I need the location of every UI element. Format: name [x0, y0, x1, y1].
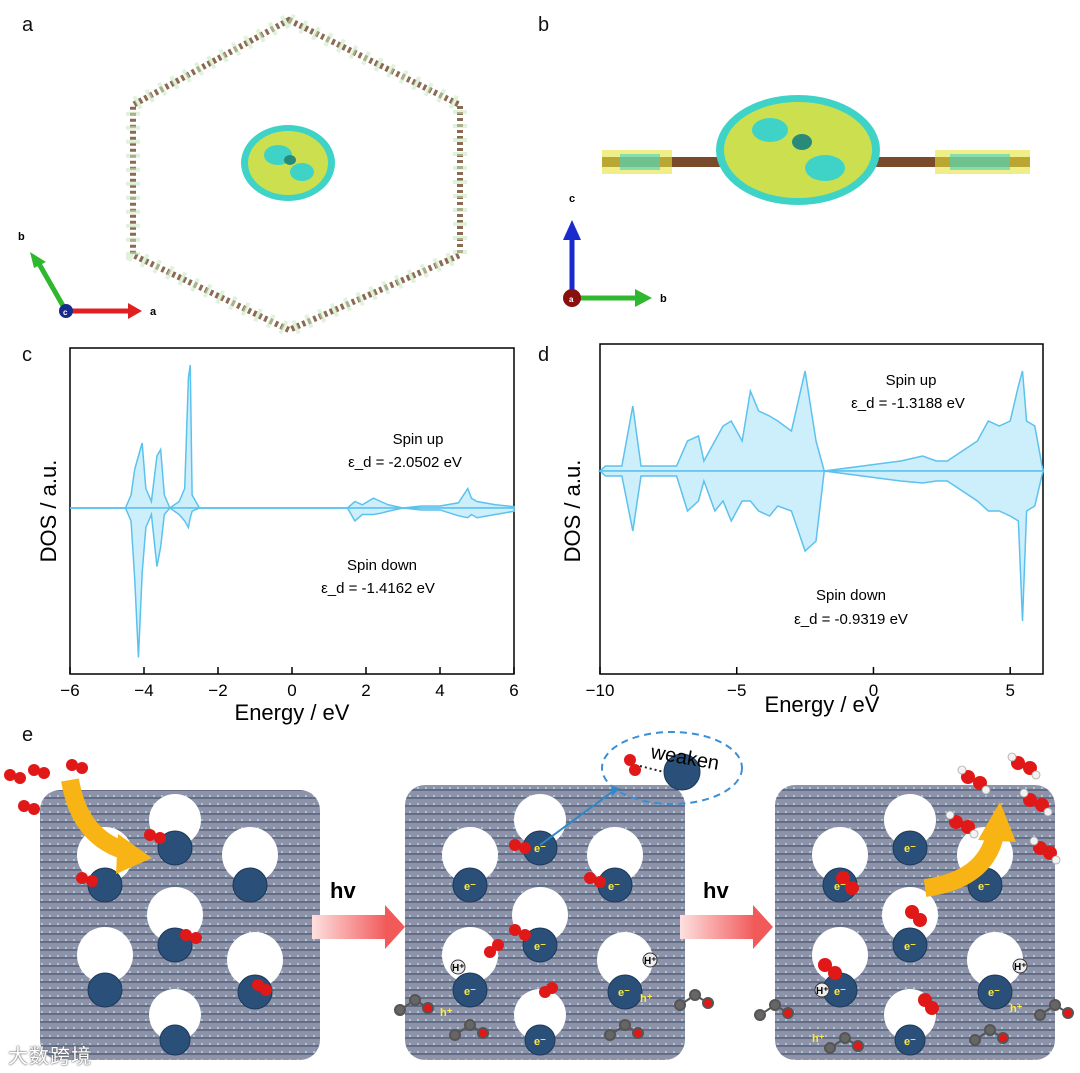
dos-series-spin-down	[598, 470, 1044, 622]
h2o2-products	[818, 752, 1061, 1015]
axis-label-a-y: b	[18, 231, 25, 243]
dos-series-spin-up	[70, 364, 515, 510]
svg-text:H⁺: H⁺	[644, 956, 657, 967]
panel-letter-d: d	[538, 344, 550, 366]
hv-label-1: hv	[330, 878, 356, 903]
panel-letter-b: b	[538, 14, 550, 36]
svg-text:e⁻: e⁻	[904, 941, 916, 953]
dos-series-spin-down	[70, 506, 515, 658]
panel-letter-c: c	[22, 344, 32, 366]
chart-d-ticks: −10 −5 0 5	[586, 667, 1015, 700]
axis-label-b-y: c	[569, 193, 575, 205]
chart-d-annot-up-label: Spin up	[886, 372, 937, 389]
chart-c-annot-up-label: Spin up	[393, 431, 444, 448]
axis-label-b-x: b	[660, 293, 667, 305]
chart-c-annot-down-label: Spin down	[347, 557, 417, 574]
weaken-bond	[639, 765, 665, 773]
svg-text:e⁻: e⁻	[534, 941, 546, 953]
svg-text:h⁺: h⁺	[440, 1007, 453, 1019]
electron-labels: e⁻ e⁻ e⁻ e⁻ e⁻ e⁻ e⁻ e⁻ e⁻ e⁻ e⁻ e⁻ e⁻ e…	[464, 843, 1000, 1048]
svg-text:h⁺: h⁺	[640, 993, 653, 1005]
hole-labels: h⁺ h⁺ h⁺ h⁺	[440, 993, 1023, 1045]
svg-text:e⁻: e⁻	[534, 843, 546, 855]
hv-arrow-2-body	[680, 915, 755, 939]
x-tick-label: 6	[509, 681, 518, 700]
chart-c-xlabel: Energy / eV	[235, 700, 350, 725]
svg-text:h⁺: h⁺	[1010, 1003, 1023, 1015]
svg-text:h⁺: h⁺	[812, 1033, 825, 1045]
svg-text:e⁻: e⁻	[904, 843, 916, 855]
x-tick-label: 4	[435, 681, 444, 700]
panel-b-structure: b c a	[563, 95, 1030, 307]
axes-indicator-a	[30, 252, 142, 319]
o2-inflow-arrowhead	[116, 834, 152, 874]
x-tick-label: 5	[1005, 681, 1014, 700]
x-tick-label: −5	[727, 681, 746, 700]
x-tick-label: −10	[586, 681, 615, 700]
x-tick-label: 2	[361, 681, 370, 700]
chart-d-plot-area	[598, 370, 1044, 622]
svg-text:e⁻: e⁻	[834, 986, 846, 998]
hv-arrow-1-head	[385, 905, 405, 949]
chart-c-annot-up-value: ε_d = -2.0502 eV	[348, 454, 462, 471]
hv-arrow-2-head	[753, 905, 773, 949]
axes-indicator-b	[563, 220, 652, 307]
chart-c-plot-area	[70, 364, 515, 658]
proton-labels: H⁺ H⁺ H⁺ H⁺	[450, 952, 1028, 998]
chart-d: −10 −5 0 5 Energy / eV DOS / a.u. Spin up ε…	[560, 343, 1044, 717]
svg-text:H⁺: H⁺	[1014, 962, 1027, 973]
panel-a-structure: a b c	[18, 12, 467, 338]
svg-text:H⁺: H⁺	[452, 963, 465, 974]
panel-letter-a: a	[22, 14, 34, 36]
axis-label-b-origin: a	[569, 295, 574, 304]
svg-text:H⁺: H⁺	[816, 986, 829, 997]
dos-series-spin-up	[598, 370, 1044, 472]
svg-text:e⁻: e⁻	[904, 1036, 916, 1048]
chart-c-ticks: −6 −4 −2 0 2 4 6	[60, 667, 519, 700]
charge-density-cluster	[241, 125, 335, 201]
watermark: 大数跨境	[8, 1046, 92, 1068]
svg-text:e⁻: e⁻	[464, 881, 476, 893]
clusters	[87, 753, 1013, 1056]
chart-d-annot-down-label: Spin down	[816, 587, 886, 604]
axis-label-a-origin: c	[63, 308, 68, 317]
chart-d-annot-down-value: ε_d = -0.9319 eV	[794, 611, 908, 628]
svg-text:e⁻: e⁻	[608, 881, 620, 893]
hv-arrow-1-body	[312, 915, 387, 939]
x-tick-label: 0	[869, 681, 878, 700]
svg-text:e⁻: e⁻	[534, 1036, 546, 1048]
chart-d-ylabel: DOS / a.u.	[560, 460, 585, 563]
x-tick-label: −2	[208, 681, 227, 700]
svg-text:e⁻: e⁻	[978, 881, 990, 893]
x-tick-label: −6	[60, 681, 79, 700]
chart-d-frame	[599, 343, 1044, 675]
chart-c-ylabel: DOS / a.u.	[36, 460, 61, 563]
h2o2-outflow-arrowhead	[978, 802, 1016, 842]
chart-d-xlabel: Energy / eV	[765, 692, 880, 717]
weaken-bubble	[601, 731, 743, 805]
chart-d-annot-up-value: ε_d = -1.3188 eV	[851, 395, 965, 412]
panel-e-schematic: hv hv weaken e⁻ e⁻ e⁻ e⁻ e⁻ e⁻ e⁻ e⁻ e⁻ …	[4, 731, 1074, 1060]
zoom-pointer-head	[612, 786, 620, 796]
zoom-pointer	[539, 791, 613, 846]
svg-text:e⁻: e⁻	[464, 986, 476, 998]
ethanol-molecules	[394, 989, 1074, 1054]
h2o2-outflow-arrow	[923, 832, 1004, 897]
hv-label-2: hv	[703, 878, 729, 903]
chart-c: −6 −4 −2 0 2 4 6 Energy / eV DOS / a.u. Spin u…	[36, 347, 519, 725]
svg-text:e⁻: e⁻	[988, 987, 1000, 999]
charge-density-side	[716, 95, 880, 205]
x-tick-label: 0	[287, 681, 296, 700]
axis-label-a-x: a	[150, 306, 157, 318]
svg-text:e⁻: e⁻	[618, 987, 630, 999]
x-tick-label: −4	[134, 681, 153, 700]
svg-text:e⁻: e⁻	[834, 881, 846, 893]
oxygen-molecules	[4, 754, 641, 998]
panel-letter-e: e	[22, 724, 34, 746]
chart-c-annot-down-value: ε_d = -1.4162 eV	[321, 580, 435, 597]
